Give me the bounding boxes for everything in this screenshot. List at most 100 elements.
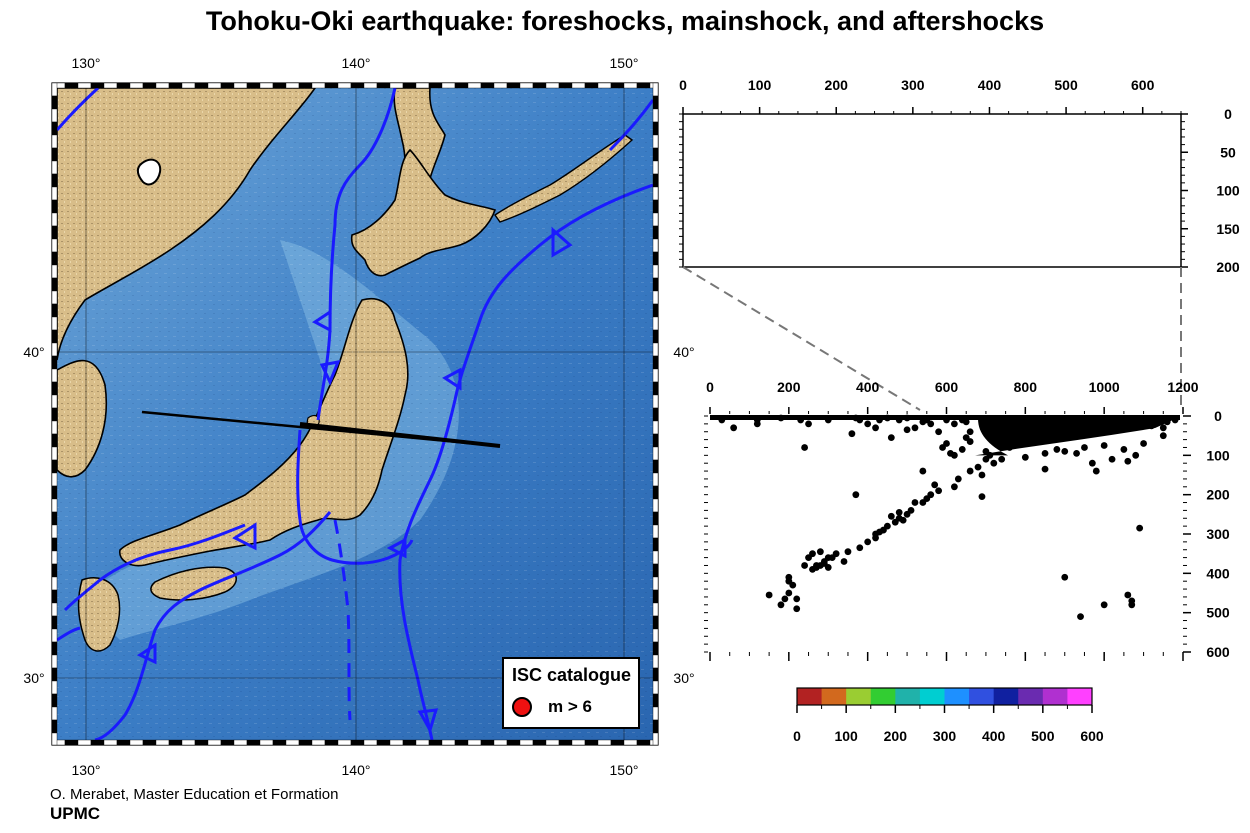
legend-marker-label: m > 6 — [548, 697, 592, 716]
scatter-point — [876, 416, 883, 424]
credit-author: O. Merabet, Master Education et Formatio… — [50, 786, 339, 803]
frame-segment — [652, 147, 659, 162]
scatter-point — [883, 414, 891, 422]
frame-segment — [652, 563, 659, 578]
scatter-point — [935, 428, 943, 436]
frame-segment — [220, 82, 235, 89]
frame-segment — [623, 82, 638, 89]
scatter-point — [1006, 444, 1013, 451]
x-tick-label: 600 — [1131, 77, 1155, 93]
scatter-point — [797, 416, 805, 424]
scatter-point — [1061, 573, 1069, 581]
frame-segment — [51, 446, 58, 461]
korea — [57, 359, 108, 478]
frame-segment — [51, 563, 58, 578]
colorbar-segment — [919, 688, 945, 705]
frame-segment — [129, 82, 144, 89]
frame-segment — [51, 290, 58, 305]
scatter-point — [1100, 442, 1108, 449]
frame-segment — [51, 355, 58, 370]
scatter-point — [931, 481, 939, 489]
frame-segment — [337, 739, 352, 746]
frame-segment — [116, 739, 131, 746]
frame-segment — [51, 615, 58, 630]
scatter-point — [1136, 524, 1144, 532]
frame-segment — [350, 82, 365, 89]
frame-segment — [652, 537, 659, 552]
scatter-point — [978, 493, 986, 501]
scatter-point — [1148, 422, 1155, 430]
frame-segment — [597, 82, 612, 89]
scatter-point — [832, 550, 840, 558]
frame-segment — [652, 108, 659, 123]
frame-segment — [51, 303, 58, 318]
scatter-point — [982, 428, 990, 436]
frame-segment — [246, 739, 261, 746]
frame-segment — [652, 511, 659, 526]
colorbar-tick-label: 500 — [1031, 728, 1055, 744]
scatter-point — [919, 467, 927, 475]
frame-segment — [415, 82, 430, 89]
frame-segment — [51, 472, 58, 487]
frame-segment — [652, 550, 659, 565]
frame-segment — [545, 739, 560, 746]
frame-segment — [51, 589, 58, 604]
frame-segment — [376, 82, 391, 89]
frame-segment — [194, 739, 209, 746]
frame-segment — [142, 739, 157, 746]
frame-segment — [51, 693, 58, 708]
y-tick-label: 400 — [1206, 565, 1230, 581]
scatter-point — [1124, 457, 1132, 465]
frame-segment — [652, 420, 659, 435]
scatter-point — [966, 467, 974, 475]
frame-segment — [519, 739, 534, 746]
frame-segment — [623, 739, 638, 746]
frame-segment — [652, 498, 659, 513]
map-frame — [51, 82, 659, 746]
frame-segment — [636, 739, 651, 746]
frame-segment — [298, 82, 313, 89]
frame-segment — [129, 739, 144, 746]
frame-segment — [532, 739, 547, 746]
scatter-ticks: 0 200 400 600 800 1000 1200 0 100 200 300 400 500 600 — [704, 379, 1230, 661]
frame-segment — [652, 615, 659, 630]
map: 130° 140° 150° 130° 140° 150° 40° 30° 40… — [23, 55, 694, 778]
frame-segment — [51, 550, 58, 565]
frame-segment — [272, 82, 287, 89]
scatter-point — [856, 416, 864, 424]
scatter-point — [852, 491, 860, 499]
frame-segment — [51, 95, 58, 110]
frame-segment — [168, 82, 183, 89]
scatter-point — [1159, 432, 1167, 440]
scatter-point — [943, 416, 950, 424]
trench-triangle — [136, 642, 157, 665]
scatter-point — [958, 446, 966, 453]
frame-segment — [142, 82, 157, 89]
frame-segment — [652, 641, 659, 656]
scatter-point — [781, 595, 789, 603]
x-tick-label: 200 — [777, 379, 801, 395]
frame-segment — [272, 739, 287, 746]
frame-segment — [652, 719, 659, 734]
scatter-point — [718, 416, 726, 424]
frame-segment — [493, 739, 508, 746]
scatter-point — [805, 554, 812, 561]
lon-tick-label: 140° — [342, 55, 371, 71]
scatter-point — [753, 420, 761, 428]
x-tick-label: 1200 — [1167, 379, 1198, 395]
scatter-point — [1088, 459, 1096, 467]
frame-segment — [51, 654, 58, 669]
scatter-point — [982, 420, 990, 428]
nankai-trough — [94, 511, 332, 740]
kyushu — [77, 577, 121, 652]
frame-segment — [194, 82, 209, 89]
frame-segment — [652, 186, 659, 201]
y-tick-label: 500 — [1206, 605, 1230, 621]
scatter-point — [899, 516, 907, 524]
frame-segment — [51, 134, 58, 149]
scatter-point — [947, 449, 954, 457]
scatter-point — [816, 548, 824, 556]
eastern-japan-sea-margin — [316, 88, 397, 421]
colorbar-segment — [1018, 688, 1044, 705]
frame-segment — [558, 739, 573, 746]
